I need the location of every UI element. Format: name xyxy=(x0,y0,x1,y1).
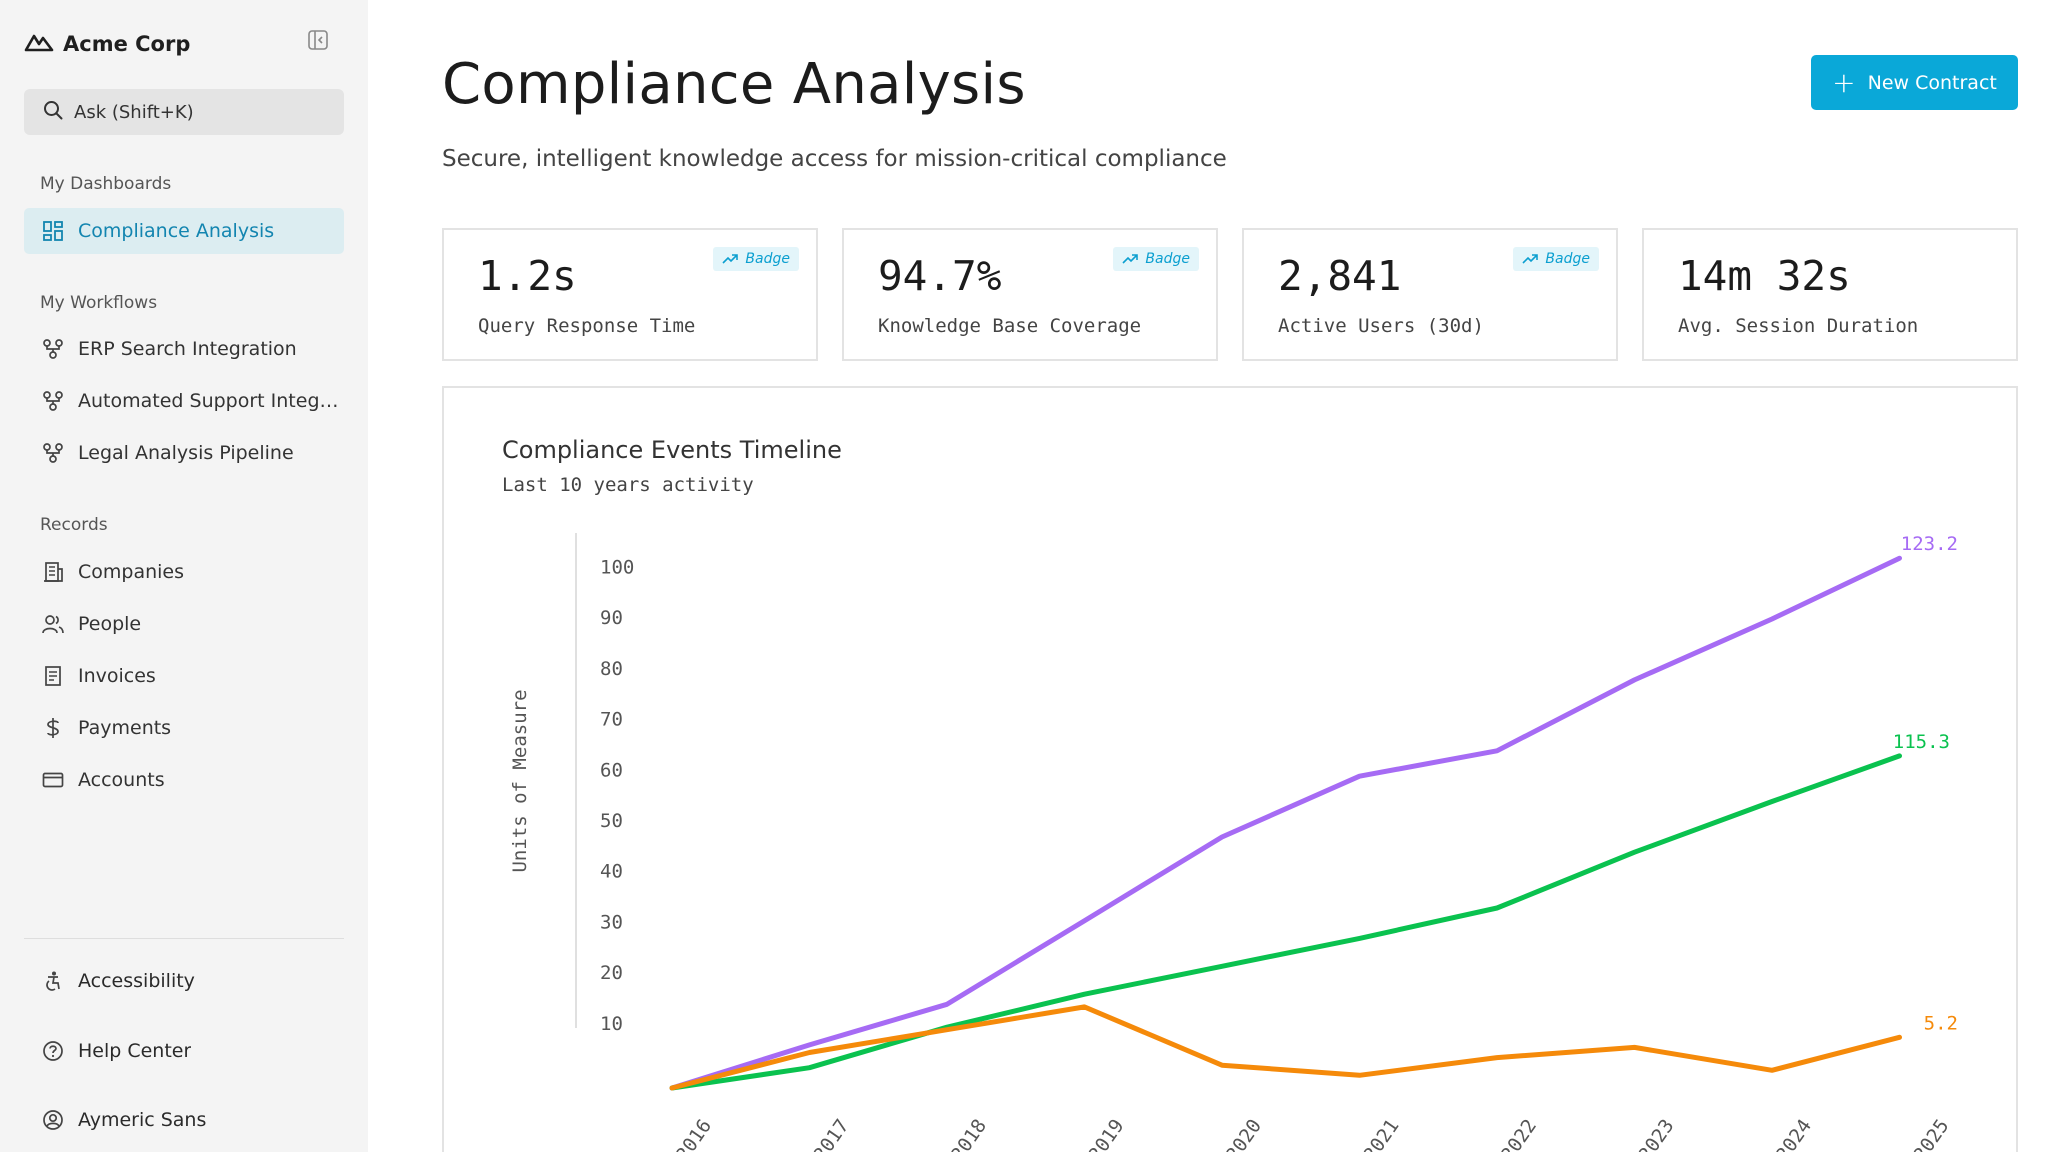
ask-search-bar[interactable]: Ask (Shift+K) xyxy=(24,89,344,135)
new-contract-button[interactable]: + New Contract xyxy=(1811,55,2018,110)
x-tick-label: 2016 xyxy=(672,1115,716,1152)
sidebar: Acme Corp Ask (Shift+K) My Dashboards Co… xyxy=(0,0,368,1152)
sidebar-item-accounts[interactable]: Accounts xyxy=(24,757,344,803)
trending-up-icon xyxy=(1522,254,1539,264)
metric-value: 94.7% xyxy=(878,252,1002,300)
sidebar-item-automated-support[interactable]: Automated Support Integration xyxy=(24,378,344,424)
chart-title: Compliance Events Timeline xyxy=(502,436,842,464)
section-label-records: Records xyxy=(40,515,108,535)
metric-label: Active Users (30d) xyxy=(1278,315,1484,337)
sidebar-item-legal-analysis[interactable]: Legal Analysis Pipeline xyxy=(24,430,344,476)
metric-badge: Badge xyxy=(713,247,799,271)
y-tick-label: 70 xyxy=(600,709,623,731)
series-end-label: 123.2 xyxy=(1901,533,1958,555)
series-end-label: 5.2 xyxy=(1924,1012,1958,1034)
metric-card-session-duration: 14m 32s Avg. Session Duration xyxy=(1642,228,2018,361)
sidebar-divider xyxy=(24,938,344,939)
card-icon xyxy=(42,769,64,791)
workflow-icon xyxy=(42,390,64,412)
collapse-sidebar-button[interactable] xyxy=(306,30,330,54)
metric-label: Avg. Session Duration xyxy=(1678,315,1919,337)
metric-badge: Badge xyxy=(1113,247,1199,271)
section-label-workflows: My Workflows xyxy=(40,293,158,313)
search-icon xyxy=(42,99,64,125)
sidebar-item-erp-search[interactable]: ERP Search Integration xyxy=(24,326,344,372)
x-tick-label: 2018 xyxy=(947,1115,991,1152)
series-line xyxy=(669,753,1902,1091)
y-tick-label: 10 xyxy=(600,1013,623,1035)
y-tick-label: 20 xyxy=(600,962,623,984)
x-tick-label: 2019 xyxy=(1084,1115,1128,1152)
y-axis-title: Units of Measure xyxy=(509,689,531,872)
dollar-icon xyxy=(42,717,64,739)
metric-badge-label: Badge xyxy=(745,251,790,267)
page-subtitle: Secure, intelligent knowledge access for… xyxy=(442,146,1227,172)
sidebar-item-payments[interactable]: Payments xyxy=(24,705,344,751)
accessibility-button[interactable]: Accessibility xyxy=(24,958,344,1004)
dashboard-icon xyxy=(42,220,64,242)
series-line xyxy=(669,1004,1902,1091)
metric-card-active-users: 2,841 Active Users (30d) Badge xyxy=(1242,228,1618,361)
brand-name: Acme Corp xyxy=(63,32,191,56)
help-icon xyxy=(42,1040,64,1062)
x-tick-label: 2020 xyxy=(1222,1115,1266,1152)
sidebar-item-people[interactable]: People xyxy=(24,601,344,647)
metric-value: 2,841 xyxy=(1278,252,1402,300)
x-tick-label: 2022 xyxy=(1497,1115,1541,1152)
trending-up-icon xyxy=(722,254,739,264)
brand[interactable]: Acme Corp xyxy=(24,28,190,60)
y-tick-label: 100 xyxy=(600,557,634,579)
metric-card-knowledge-coverage: 94.7% Knowledge Base Coverage Badge xyxy=(842,228,1218,361)
x-tick-label: 2024 xyxy=(1772,1115,1816,1152)
search-placeholder: Ask (Shift+K) xyxy=(74,101,194,123)
metric-card-query-response: 1.2s Query Response Time Badge xyxy=(442,228,818,361)
workflow-icon xyxy=(42,442,64,464)
trending-up-icon xyxy=(1122,254,1139,264)
sidebar-collapse-icon xyxy=(307,29,329,55)
chart-panel xyxy=(442,386,2018,1152)
plus-icon: + xyxy=(1832,65,1856,99)
chart-subtitle: Last 10 years activity xyxy=(502,474,754,496)
y-tick-label: 90 xyxy=(600,607,623,629)
y-tick-label: 80 xyxy=(600,658,623,680)
x-tick-label: 2025 xyxy=(1909,1115,1953,1152)
invoice-icon xyxy=(42,665,64,687)
y-tick-label: 50 xyxy=(600,810,623,832)
y-tick-label: 40 xyxy=(600,861,623,883)
metric-label: Query Response Time xyxy=(478,315,696,337)
y-tick-label: 30 xyxy=(600,911,623,933)
x-tick-label: 2021 xyxy=(1359,1115,1403,1152)
metric-label: Knowledge Base Coverage xyxy=(878,315,1142,337)
metric-badge: Badge xyxy=(1513,247,1599,271)
people-icon xyxy=(42,613,64,635)
x-tick-label: 2023 xyxy=(1634,1115,1678,1152)
accessibility-icon xyxy=(42,970,64,992)
x-tick-label: 2017 xyxy=(809,1115,853,1152)
user-profile-button[interactable]: Aymeric Sans xyxy=(24,1097,344,1143)
sidebar-item-compliance-analysis[interactable]: Compliance Analysis xyxy=(24,208,344,254)
help-center-button[interactable]: Help Center xyxy=(24,1028,344,1074)
metric-value: 14m 32s xyxy=(1678,252,1851,300)
page-title: Compliance Analysis xyxy=(442,52,1026,117)
section-label-dashboards: My Dashboards xyxy=(40,174,172,194)
metric-badge-label: Badge xyxy=(1145,251,1190,267)
new-contract-label: New Contract xyxy=(1867,71,1997,94)
sidebar-item-invoices[interactable]: Invoices xyxy=(24,653,344,699)
sidebar-item-companies[interactable]: Companies xyxy=(24,549,344,595)
series-line xyxy=(669,555,1902,1091)
workflow-icon xyxy=(42,338,64,360)
y-tick-label: 60 xyxy=(600,759,623,781)
series-end-label: 115.3 xyxy=(1893,731,1950,753)
metric-value: 1.2s xyxy=(478,252,577,300)
metric-badge-label: Badge xyxy=(1545,251,1590,267)
user-avatar-icon xyxy=(42,1109,64,1131)
acme-logo-icon xyxy=(24,31,54,57)
building-icon xyxy=(42,561,64,583)
